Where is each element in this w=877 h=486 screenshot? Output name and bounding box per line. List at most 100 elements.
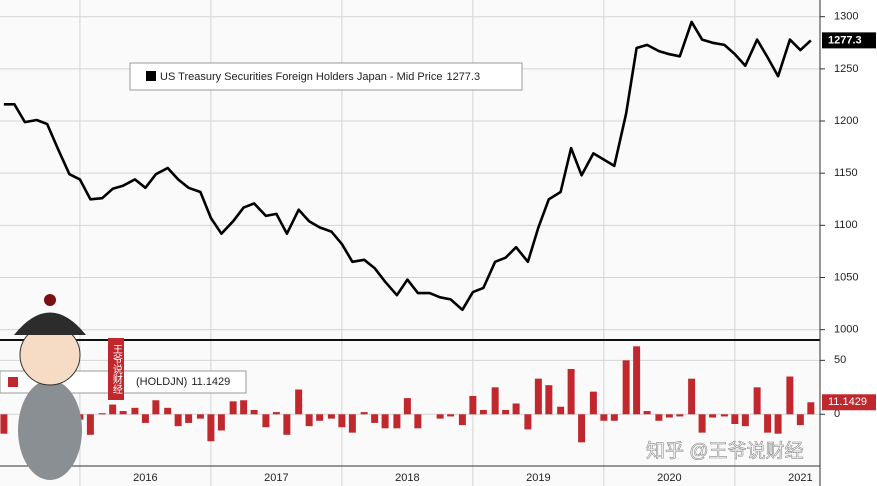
x-tick-label: 2017	[264, 472, 288, 484]
bar	[731, 414, 739, 424]
line-series	[3, 20, 812, 312]
y-tick-label: 50	[834, 354, 846, 366]
bar	[545, 385, 553, 415]
bar	[371, 414, 379, 423]
x-tick-label: 2019	[526, 472, 550, 484]
bar	[633, 346, 641, 415]
x-tick-label: 2020	[657, 472, 681, 484]
bar	[316, 414, 324, 421]
bar	[414, 414, 422, 429]
bar	[764, 414, 772, 433]
bar	[578, 414, 586, 443]
bar	[141, 414, 149, 423]
bar	[610, 414, 618, 421]
bar	[709, 414, 717, 418]
bar	[348, 414, 356, 433]
y-tick-label: 1000	[834, 324, 858, 336]
watermark: 知乎 @王爷说财经	[646, 440, 804, 462]
legend-text: US Treasury Securities Foreign Holders J…	[160, 71, 480, 83]
bar	[589, 391, 597, 415]
x-tick-label: 2016	[133, 472, 157, 484]
bar	[185, 414, 193, 423]
bar	[217, 414, 225, 431]
stamp-text: 王爷说财经	[110, 344, 122, 394]
bar	[295, 389, 303, 415]
bar	[229, 401, 237, 415]
bar	[567, 368, 575, 415]
bar	[327, 414, 335, 419]
cartoon-hat-knob	[44, 294, 56, 306]
stamp-bg	[108, 338, 124, 400]
legend-value: 1277.3	[446, 71, 480, 83]
legend-box	[129, 62, 523, 91]
bar	[86, 414, 94, 435]
y-tick-label: 1250	[834, 63, 858, 75]
bar	[240, 400, 248, 415]
bar	[109, 404, 117, 415]
bar	[796, 414, 804, 426]
x-tick-label: 2018	[395, 472, 419, 484]
bar	[665, 414, 673, 418]
bar	[305, 414, 313, 427]
bar	[479, 409, 487, 415]
cartoon	[14, 294, 86, 480]
bar	[741, 414, 749, 427]
bar	[491, 387, 499, 415]
bar	[381, 414, 389, 429]
bar	[393, 414, 401, 429]
bar	[436, 414, 444, 419]
bar	[250, 409, 258, 415]
bar	[0, 414, 8, 434]
bar	[458, 414, 466, 426]
bar	[207, 414, 215, 442]
bar	[524, 414, 532, 430]
bar	[512, 403, 520, 415]
bar	[262, 414, 270, 428]
bar	[655, 414, 663, 421]
last-value-box	[822, 394, 876, 411]
bar	[403, 398, 411, 415]
y-tick-label: 1150	[834, 167, 858, 179]
x-tick-label: 2021	[788, 472, 812, 484]
bar	[469, 395, 477, 415]
bar	[152, 400, 160, 415]
bar	[272, 412, 280, 415]
last-value-label: 1277.3	[828, 34, 862, 46]
legend-name: (HOLDJN)	[136, 376, 187, 388]
cartoon-hat	[14, 312, 86, 335]
bar	[534, 378, 542, 415]
bar	[688, 378, 696, 415]
cartoon-body	[18, 380, 82, 480]
legend-text: (HOLDJN) 11.1429	[136, 376, 230, 388]
bar	[98, 413, 106, 415]
bar	[174, 414, 182, 427]
bar	[622, 360, 630, 415]
legend-swatch	[146, 71, 156, 81]
bar	[164, 407, 172, 415]
bar	[557, 406, 565, 415]
bar	[753, 387, 761, 415]
legend-value: 11.1429	[191, 376, 230, 388]
legend-swatch	[8, 377, 18, 387]
y-tick-label: 0	[834, 408, 840, 420]
bar	[283, 414, 291, 435]
bar	[119, 411, 127, 415]
y-tick-label: 1100	[834, 219, 858, 231]
bar	[807, 402, 815, 415]
last-value-label: 11.1429	[828, 396, 867, 408]
y-tick-label: 1050	[834, 271, 858, 283]
bar	[698, 414, 706, 433]
y-tick-label: 1300	[834, 11, 858, 23]
bar	[360, 412, 368, 415]
bar	[720, 414, 728, 417]
y-tick-label: 1200	[834, 115, 858, 127]
legend-name: US Treasury Securities Foreign Holders J…	[160, 71, 442, 83]
bar	[774, 414, 782, 434]
bar	[643, 411, 651, 415]
last-value-box	[822, 32, 876, 49]
bar	[447, 414, 455, 417]
bar	[786, 376, 794, 415]
bar	[502, 409, 510, 415]
bar	[196, 414, 204, 419]
